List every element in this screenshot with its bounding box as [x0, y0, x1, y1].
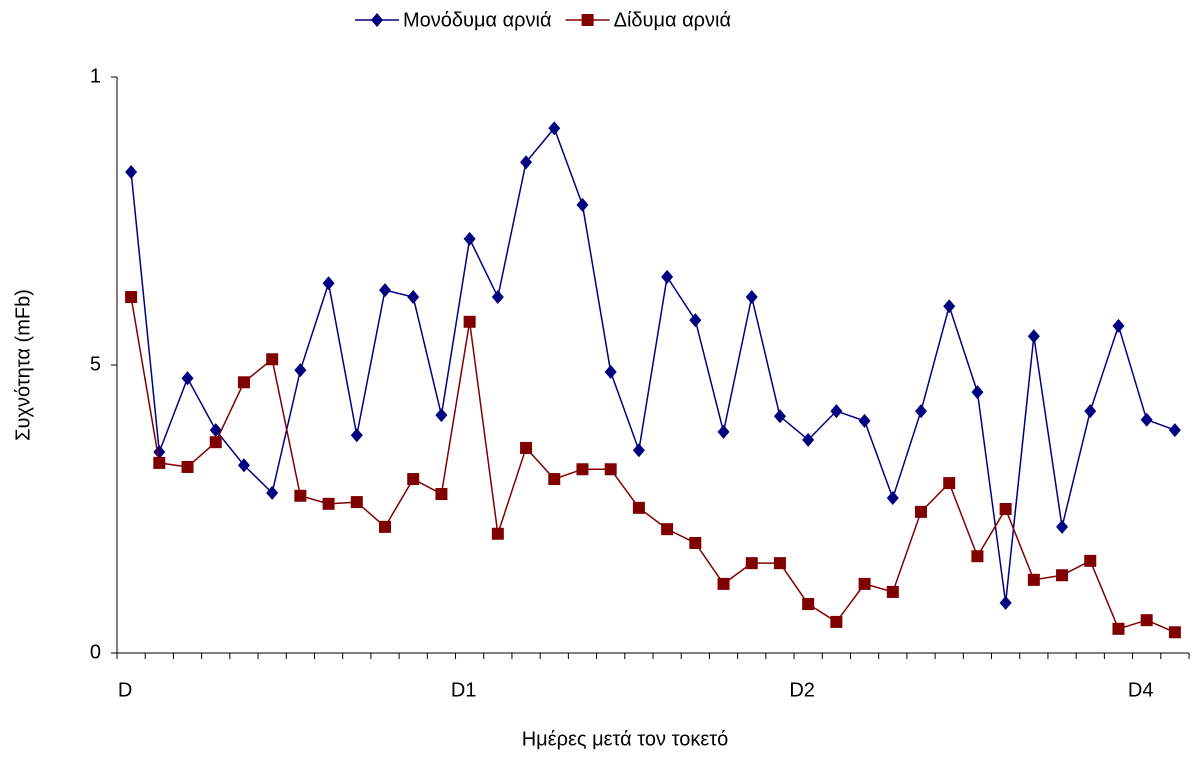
data-point [491, 527, 504, 540]
data-point [322, 497, 335, 510]
data-point [830, 615, 843, 628]
data-point [294, 489, 307, 502]
x-tick-label: D4 [1128, 679, 1154, 701]
y-tick-label: 1 [90, 65, 101, 87]
data-point [773, 557, 786, 570]
data-point [125, 165, 138, 180]
data-point [632, 501, 645, 514]
data-point [237, 376, 250, 389]
data-point [1168, 626, 1181, 639]
data-point [322, 276, 335, 291]
data-point [463, 231, 476, 246]
data-point [1027, 329, 1040, 344]
data-point [209, 423, 222, 438]
data-point [237, 458, 250, 473]
data-point [999, 595, 1012, 610]
data-point [830, 404, 843, 419]
data-point [1140, 412, 1153, 427]
data-point [717, 577, 730, 590]
data-point [576, 463, 589, 476]
data-point [943, 299, 956, 314]
data-point [1084, 404, 1097, 419]
data-point [153, 444, 166, 459]
data-point [1056, 569, 1069, 582]
x-tick-label: D1 [451, 679, 477, 701]
data-point [520, 441, 533, 454]
data-point [886, 491, 899, 506]
data-point [1112, 318, 1125, 333]
series-line [130, 126, 1176, 603]
data-point [435, 408, 448, 423]
data-point [548, 473, 561, 486]
data-point [915, 505, 927, 518]
data-point [604, 364, 617, 379]
data-point [266, 353, 279, 366]
data-point [350, 428, 363, 443]
data-point [858, 413, 871, 428]
data-point [915, 404, 927, 419]
data-point [294, 363, 307, 378]
data-point [1027, 573, 1040, 586]
data-point [379, 283, 391, 298]
data-point [773, 409, 786, 424]
data-point [802, 598, 815, 611]
data-point [1056, 519, 1069, 534]
data-point [689, 313, 702, 328]
data-point [632, 443, 645, 458]
data-point [153, 456, 166, 469]
data-point [858, 577, 871, 590]
y-tick-label: 0 [90, 641, 101, 663]
data-point [266, 485, 279, 500]
legend-label: Μονόδυμα αρνιά [403, 9, 552, 31]
data-point [181, 460, 194, 473]
data-point [548, 121, 561, 136]
data-point [971, 385, 984, 400]
data-point [350, 496, 363, 509]
data-point [689, 536, 702, 549]
data-point [491, 290, 504, 305]
data-point [125, 291, 138, 304]
data-point [886, 585, 899, 598]
y-tick-label: 5 [90, 353, 101, 375]
data-point [604, 463, 617, 476]
y-axis-label: Συχνότητα (mFb) [12, 289, 34, 441]
x-tick-label: D2 [789, 679, 815, 701]
data-point [717, 424, 730, 439]
series-line [130, 296, 1176, 633]
data-point [379, 520, 391, 533]
data-point [971, 550, 984, 563]
data-point [1140, 614, 1153, 627]
data-point [435, 488, 448, 501]
data-point [576, 197, 589, 212]
legend-marker [371, 13, 383, 27]
x-tick-label: D [118, 679, 132, 701]
data-point [407, 473, 420, 486]
legend-label: Δίδυμα αρνιά [614, 9, 731, 31]
legend-marker [581, 14, 594, 26]
data-point [463, 315, 476, 328]
data-point [209, 436, 222, 449]
data-point [1084, 554, 1097, 567]
data-point [407, 290, 420, 305]
data-point [745, 557, 758, 570]
data-point [1168, 423, 1181, 438]
data-point [943, 477, 956, 490]
x-axis-label: Ημέρες μετά τον τοκετό [522, 728, 729, 750]
data-point [999, 503, 1012, 515]
data-point [661, 269, 674, 284]
data-point [661, 523, 674, 536]
data-point [1112, 622, 1125, 635]
data-point [520, 155, 533, 170]
data-point [745, 290, 758, 305]
data-point [802, 432, 815, 447]
data-point [181, 371, 194, 386]
